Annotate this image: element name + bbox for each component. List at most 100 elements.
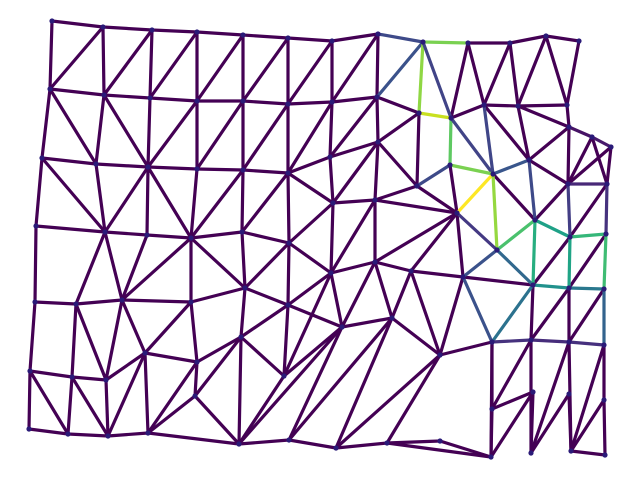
mesh-node	[144, 232, 149, 237]
mesh-edge	[535, 220, 570, 237]
mesh-node	[49, 18, 54, 23]
mesh-edge	[76, 300, 122, 304]
mesh-node	[372, 197, 377, 202]
mesh-edge	[242, 232, 245, 288]
mesh-edge	[147, 235, 191, 238]
mesh-edge	[546, 36, 567, 105]
mesh-node	[384, 440, 389, 445]
mesh-edge	[289, 203, 333, 243]
mesh-edge	[531, 342, 569, 453]
mesh-edge	[332, 34, 378, 41]
mesh-edge	[569, 234, 606, 288]
mesh-edge	[191, 238, 245, 288]
mesh-node	[454, 210, 459, 215]
mesh-node	[481, 102, 486, 107]
mesh-edge	[288, 41, 332, 104]
mesh-edge	[607, 147, 611, 184]
mesh-node	[515, 103, 520, 108]
mesh-edge	[375, 262, 411, 271]
mesh-node	[526, 157, 531, 162]
mesh-edge	[76, 232, 105, 304]
mesh-edge	[567, 105, 569, 127]
mesh-edge	[533, 220, 535, 285]
mesh-node	[460, 274, 465, 279]
mesh-node	[285, 101, 290, 106]
edges-layer	[29, 21, 611, 457]
mesh-edge	[105, 232, 147, 235]
mesh-edge	[195, 337, 241, 396]
mesh-node	[465, 40, 470, 45]
mesh-edge	[529, 160, 535, 220]
mesh-edge	[243, 104, 288, 170]
mesh-edge	[567, 41, 579, 105]
mesh-node	[101, 92, 106, 97]
mesh-edge	[419, 113, 451, 118]
mesh-edge	[288, 173, 289, 243]
mesh-edge	[423, 42, 468, 43]
mesh-edge	[239, 327, 342, 444]
mesh-edge	[148, 98, 150, 167]
mesh-edge	[492, 340, 531, 342]
mesh-node	[416, 110, 421, 115]
mesh-node	[100, 24, 105, 29]
mesh-edge	[106, 380, 108, 436]
mesh-edge	[241, 337, 284, 376]
mesh-node	[328, 270, 333, 275]
mesh-edge	[50, 27, 103, 89]
mesh-edge	[30, 302, 35, 371]
mesh-edge	[333, 200, 375, 203]
mesh-edge	[604, 234, 606, 289]
mesh-node	[489, 339, 494, 344]
mesh-node	[339, 324, 344, 329]
mesh-node	[286, 437, 291, 442]
mesh-edge	[493, 160, 529, 174]
mesh-edge	[50, 89, 104, 95]
mesh-edge	[148, 167, 191, 238]
mesh-edge	[569, 394, 571, 451]
mesh-edge	[243, 170, 288, 173]
mesh-edge	[378, 34, 423, 42]
mesh-node	[65, 431, 70, 436]
mesh-edge	[289, 440, 336, 448]
mesh-node	[494, 247, 499, 252]
mesh-edge	[571, 345, 604, 451]
mesh-edge	[411, 271, 463, 277]
mesh-node	[119, 297, 124, 302]
mesh-edge	[492, 285, 533, 342]
mesh-edge	[145, 302, 191, 353]
mesh-edge	[570, 184, 607, 237]
mesh-edge	[68, 377, 72, 434]
mesh-edge	[342, 262, 375, 327]
mesh-edge	[195, 362, 197, 396]
mesh-node	[566, 124, 571, 129]
mesh-edge	[145, 353, 197, 362]
mesh-edge	[191, 169, 197, 238]
mesh-edge	[510, 36, 546, 43]
mesh-edge	[104, 30, 152, 95]
mesh-node	[564, 102, 569, 107]
mesh-node	[567, 234, 572, 239]
mesh-node	[238, 334, 243, 339]
mesh-node	[543, 33, 548, 38]
mesh-edge	[492, 340, 531, 409]
mesh-edge	[243, 101, 288, 104]
mesh-edge	[330, 102, 332, 157]
mesh-edge	[457, 213, 463, 277]
mesh-node	[33, 223, 38, 228]
mesh-node	[47, 86, 52, 91]
mesh-edge	[451, 43, 468, 118]
mesh-edge	[36, 158, 42, 226]
mesh-edge	[531, 285, 533, 340]
mesh-edge	[148, 433, 239, 444]
mesh-edge	[375, 262, 392, 318]
mesh-node	[528, 337, 533, 342]
mesh-edge	[242, 173, 288, 232]
mesh-node	[530, 389, 535, 394]
mesh-edge	[510, 43, 518, 106]
mesh-edge	[96, 164, 148, 167]
mesh-edge	[195, 396, 239, 444]
mesh-edge	[197, 337, 241, 362]
mesh-edge	[30, 371, 72, 377]
mesh-edge	[417, 113, 419, 186]
